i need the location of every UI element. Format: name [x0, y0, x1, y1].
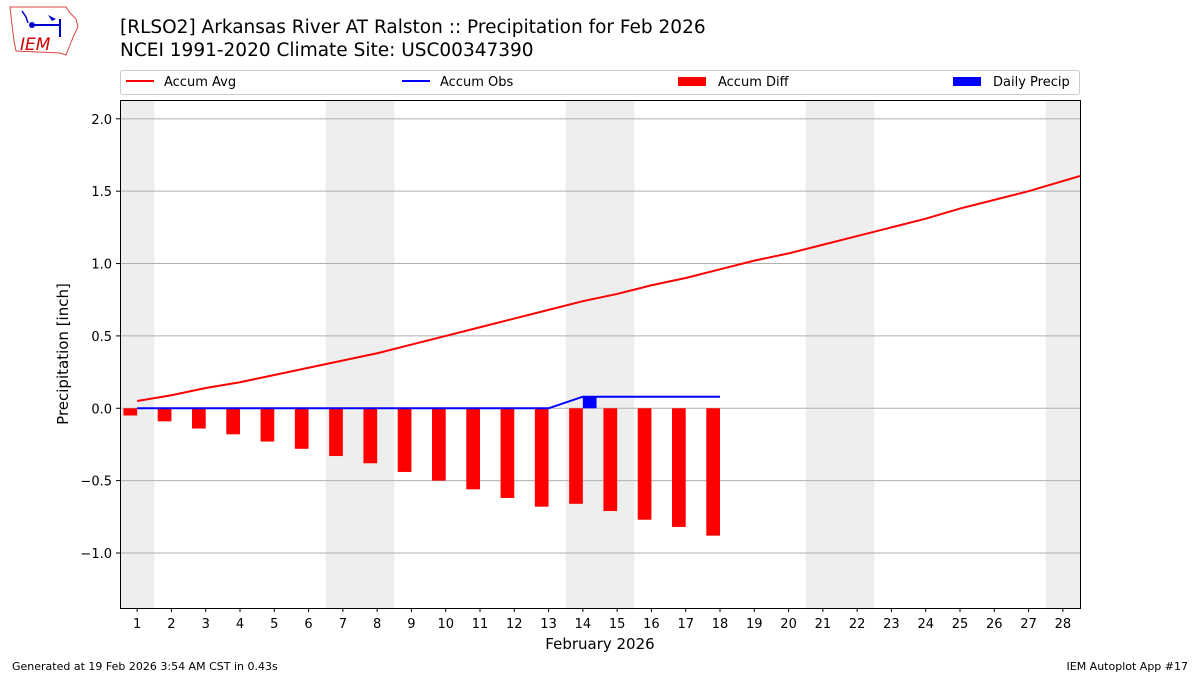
accum-diff-bar [363, 408, 378, 464]
y-tick-label: −0.5 [80, 475, 112, 490]
x-tick-label: 25 [952, 617, 969, 632]
y-tick-label: 0.0 [91, 402, 112, 417]
x-tick-label: 12 [506, 617, 523, 632]
legend-accum-avg-label: Accum Avg [164, 75, 236, 90]
y-axis-label: Precipitation [inch] [54, 283, 72, 425]
accum-diff-bar [123, 408, 138, 416]
accum-diff-bar [397, 408, 412, 472]
legend: Accum Avg Accum Obs Accum Diff Daily Precip [120, 70, 1080, 95]
x-axis-label: February 2026 [545, 635, 654, 653]
weekend-shade [565, 100, 635, 608]
legend-daily-precip-label: Daily Precip [993, 75, 1070, 90]
x-tick-label: 7 [339, 617, 347, 632]
accum-diff-bar [500, 408, 515, 499]
x-tick-label: 14 [575, 617, 592, 632]
legend-accum-obs-label: Accum Obs [440, 75, 513, 90]
x-tick-label: 26 [986, 617, 1003, 632]
weekend-shade [325, 100, 395, 608]
y-tick-label: 1.0 [91, 258, 112, 273]
x-tick-label: 3 [202, 617, 210, 632]
x-tick-label: 24 [917, 617, 934, 632]
weekend-shade [120, 100, 155, 608]
x-tick-label: 11 [472, 617, 489, 632]
y-tick-label: 0.5 [91, 330, 112, 345]
x-tick-label: 6 [304, 617, 312, 632]
accum-diff-bar [192, 408, 206, 429]
footer-generated: Generated at 19 Feb 2026 3:54 AM CST in … [12, 660, 278, 673]
accum-diff-bar [260, 408, 275, 442]
x-tick-label: 4 [236, 617, 244, 632]
svg-text:IEM: IEM [20, 35, 51, 55]
x-tick-label: 19 [746, 617, 763, 632]
x-tick-label: 23 [883, 617, 900, 632]
precip-chart: −1.0−0.50.00.51.01.52.0 1 2 3 4 5 6 7 8 9 10 11 12 1… [54, 70, 1081, 653]
accum-diff-bar [637, 408, 652, 520]
accum-diff-bar [329, 408, 343, 457]
x-tick-label: 8 [373, 617, 381, 632]
x-tick-label: 9 [407, 617, 415, 632]
legend-accum-diff-label: Accum Diff [718, 75, 790, 90]
y-tick-label: 2.0 [91, 113, 112, 128]
x-tick-label: 1 [133, 617, 141, 632]
x-tick-label: 27 [1020, 617, 1037, 632]
weekend-shade [1045, 100, 1080, 608]
legend-daily-precip-swatch [953, 77, 981, 86]
footer-app: IEM Autoplot App #17 [1066, 660, 1189, 673]
accum-diff-bar [157, 408, 172, 422]
chart-subtitle: NCEI 1991-2020 Climate Site: USC00347390 [120, 40, 534, 61]
y-tick-label: 1.5 [91, 185, 112, 200]
x-tick-label: 13 [540, 617, 557, 632]
accum-avg-line [136, 175, 1081, 403]
chart-title: [RLSO2] Arkansas River AT Ralston :: Pre… [120, 17, 706, 38]
accum-diff-bar [569, 408, 583, 504]
plot-frame [120, 100, 1081, 609]
x-tick-label: 17 [677, 617, 694, 632]
x-tick-label: 5 [270, 617, 278, 632]
x-tick-label: 15 [609, 617, 626, 632]
x-tick-label: 18 [712, 617, 729, 632]
accum-diff-bar [226, 408, 240, 435]
accum-diff-bar [466, 408, 480, 490]
daily-precip-bar [582, 396, 597, 409]
accum-diff-bar [294, 408, 309, 449]
accum-obs-line [137, 395, 720, 410]
x-tick-label: 22 [849, 617, 866, 632]
accum-diff-bar [432, 408, 446, 481]
weekend-shade [805, 100, 875, 608]
x-tick-label: 28 [1055, 617, 1072, 632]
x-tick-label: 16 [643, 617, 660, 632]
x-tick-label: 20 [780, 617, 797, 632]
accum-diff-bar [534, 408, 549, 507]
legend-accum-diff-swatch [678, 77, 706, 86]
x-tick-label: 21 [815, 617, 832, 632]
iem-logo: IEM [8, 5, 80, 61]
accum-diff-bar [706, 408, 720, 536]
x-tick-label: 2 [167, 617, 175, 632]
accum-diff-bar [672, 408, 686, 527]
x-tick-label: 10 [437, 617, 454, 632]
accum-diff-bar [603, 408, 618, 512]
y-tick-label: −1.0 [80, 547, 112, 562]
